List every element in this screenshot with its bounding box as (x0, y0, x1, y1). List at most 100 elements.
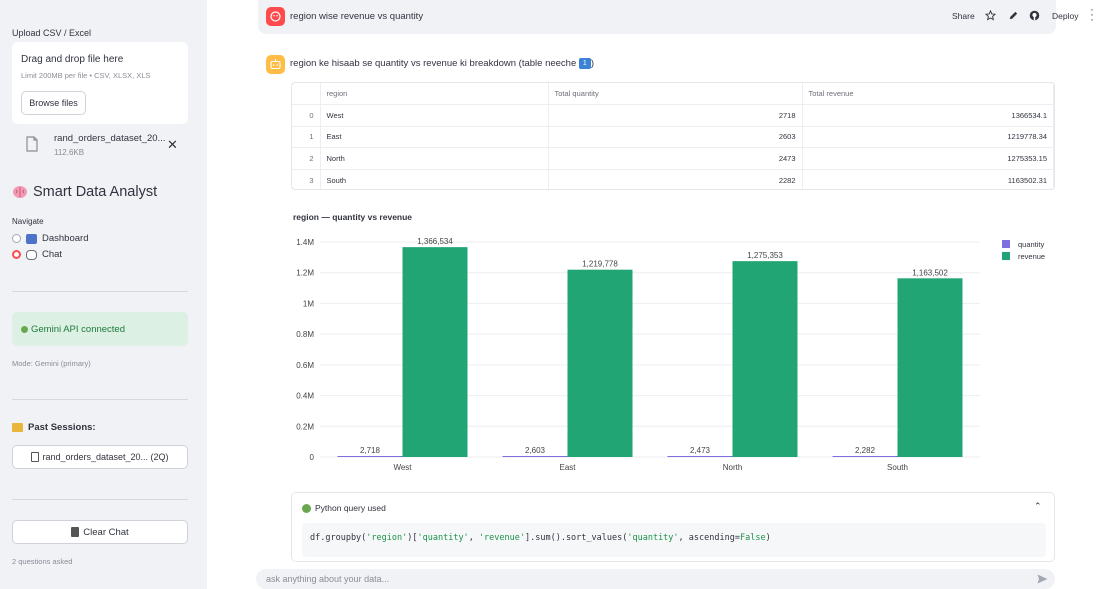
more-menu-icon[interactable]: · · · (1090, 4, 1094, 26)
share-button[interactable]: Share (952, 11, 975, 21)
past-sessions-heading: Past Sessions: (12, 422, 96, 433)
column-header-quantity[interactable]: Total quantity (548, 83, 803, 106)
y-tick-label: 1.2M (296, 269, 314, 278)
browse-files-button[interactable]: Browse files (21, 91, 86, 115)
session-item-button[interactable]: rand_orders_dataset_20... (2Q) (12, 445, 188, 469)
bar-chart-icon (26, 233, 37, 244)
data-label: 1,219,778 (582, 260, 618, 269)
star-icon[interactable] (985, 10, 996, 21)
past-sessions-label: Past Sessions: (28, 422, 96, 433)
cell-quantity: 2603 (548, 126, 803, 149)
robot-icon (270, 59, 281, 70)
table-row: 3 South 2282 1163502.31 (292, 169, 1054, 189)
cell-quantity: 2473 (548, 147, 803, 170)
upload-label: Upload CSV / Excel (12, 28, 92, 38)
legend-swatch[interactable] (1002, 252, 1010, 260)
row-index: 3 (292, 169, 321, 189)
y-tick-label: 1.4M (296, 238, 314, 247)
uploaded-file: rand_orders_dataset_20... 112.6KB ✕ (12, 130, 188, 160)
cell-region: North (320, 147, 549, 170)
send-icon[interactable] (1037, 574, 1048, 584)
legend-label[interactable]: quantity (1018, 240, 1045, 249)
revenue-bar[interactable] (567, 269, 633, 457)
brain-icon (13, 186, 27, 198)
file-name: rand_orders_dataset_20... (54, 133, 166, 144)
radio-selected-icon[interactable] (12, 250, 21, 259)
github-icon[interactable] (1029, 10, 1040, 21)
column-header-region[interactable]: region (320, 83, 549, 106)
clear-chat-label: Clear Chat (83, 526, 129, 538)
x-tick-label: West (393, 463, 412, 472)
assistant-message: region ke hisaab se quantity vs revenue … (290, 58, 594, 69)
user-avatar (266, 7, 285, 26)
x-tick-label: South (887, 463, 908, 472)
data-label: 2,473 (690, 446, 711, 455)
column-header-revenue[interactable]: Total revenue (802, 83, 1054, 106)
row-index: 0 (292, 104, 321, 127)
expander-header[interactable]: Python query used (302, 503, 386, 513)
legend-swatch[interactable] (1002, 240, 1010, 248)
document-icon (31, 452, 40, 462)
deploy-button[interactable]: Deploy (1052, 11, 1079, 21)
navigate-label: Navigate (12, 217, 44, 226)
dropzone-title: Drag and drop file here (21, 54, 124, 65)
data-label: 2,282 (855, 446, 876, 455)
revenue-bar[interactable] (732, 261, 798, 457)
chat-input[interactable] (256, 569, 1055, 589)
mode-text: Mode: Gemini (primary) (12, 359, 91, 368)
folder-icon (12, 423, 23, 432)
table-row: 1 East 2603 1219778.34 (292, 126, 1054, 149)
data-label: 2,718 (360, 446, 381, 455)
quantity-bar[interactable] (667, 456, 733, 457)
expander-title: Python query used (315, 503, 386, 513)
assistant-message-text: region ke hisaab se quantity vs revenue … (290, 58, 579, 70)
app-title: Smart Data Analyst (12, 184, 157, 200)
code-part: df.groupby( (310, 533, 367, 543)
nav-dashboard-label: Dashboard (42, 233, 89, 244)
cell-revenue: 1163502.31 (802, 169, 1054, 189)
dropzone-subtitle: Limit 200MB per file • CSV, XLSX, XLS (21, 71, 151, 80)
quantity-bar[interactable] (502, 456, 568, 457)
column-header-index (292, 83, 321, 106)
code-expander[interactable]: Python query used ⌃ df.groupby('region')… (291, 492, 1055, 562)
session-item-label: rand_orders_dataset_20... (2Q) (42, 452, 169, 462)
api-status-badge: Gemini API connected (12, 312, 188, 346)
quantity-bar[interactable] (337, 456, 403, 457)
cell-revenue: 1366534.1 (802, 104, 1054, 127)
nav-dashboard[interactable]: Dashboard (12, 233, 88, 244)
smile-icon (270, 11, 281, 22)
y-tick-label: 0 (310, 453, 315, 462)
edit-icon[interactable] (1008, 10, 1019, 21)
file-dropzone[interactable]: Drag and drop file here Limit 200MB per … (12, 42, 188, 124)
revenue-bar[interactable] (897, 278, 963, 457)
cell-revenue: 1275353.15 (802, 147, 1054, 170)
globe-icon (21, 325, 28, 333)
python-icon (302, 503, 311, 513)
radio-icon[interactable] (12, 234, 21, 243)
table-header-row: region Total quantity Total revenue (292, 83, 1054, 106)
results-table[interactable]: region Total quantity Total revenue 0 We… (291, 82, 1055, 190)
revenue-bar[interactable] (402, 247, 468, 457)
table-row: 0 West 2718 1366534.1 (292, 104, 1054, 127)
clear-chat-button[interactable]: Clear Chat (12, 520, 188, 544)
chart-title: region — quantity vs revenue (293, 212, 413, 222)
assistant-avatar (266, 55, 285, 74)
code-part: )[ (407, 533, 418, 543)
y-tick-label: 0.6M (296, 361, 314, 370)
cell-quantity: 2718 (548, 104, 803, 127)
quantity-bar[interactable] (832, 456, 898, 457)
nav-chat-label: Chat (42, 249, 63, 260)
user-message: region wise revenue vs quantity (258, 0, 1056, 34)
sidebar: Upload CSV / Excel Drag and drop file he… (0, 0, 207, 589)
close-icon[interactable]: ✕ (167, 137, 178, 152)
divider (12, 499, 188, 500)
bar-chart[interactable]: 0 0.2M 0.4M 0.6M 0.8M 1M 1.2M 1.4M 2,718 1,366,53… (280, 225, 1056, 475)
y-tick-label: 1M (303, 299, 314, 308)
legend-label[interactable]: revenue (1018, 252, 1045, 261)
data-label: 1,163,502 (912, 268, 948, 277)
speech-bubble-icon (26, 249, 37, 260)
nav-chat[interactable]: Chat (12, 249, 62, 260)
code-string: 'quantity' (417, 533, 469, 543)
code-block: df.groupby('region')['quantity', 'revenu… (302, 523, 1046, 557)
chevron-up-icon[interactable]: ⌃ (1034, 501, 1042, 511)
